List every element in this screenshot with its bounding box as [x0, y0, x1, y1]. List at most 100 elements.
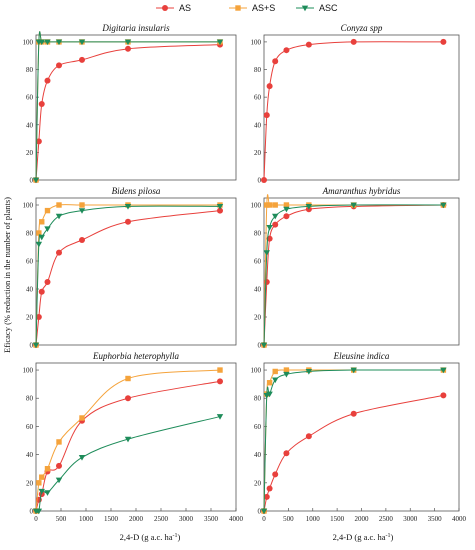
legend-marker-asc	[301, 5, 309, 12]
y-tick-label: 0	[258, 177, 262, 185]
point-as-s	[36, 230, 42, 236]
series-asc	[260, 202, 447, 349]
point-as	[440, 38, 447, 45]
point-asc	[32, 177, 40, 184]
point-asc	[78, 455, 86, 461]
point-asc	[35, 508, 43, 515]
point-asc	[266, 391, 273, 398]
y-tick-label: 80	[26, 395, 34, 403]
point-as-s	[39, 219, 45, 225]
point-asc	[55, 477, 63, 484]
fit-curve-as-s	[263, 194, 444, 346]
series-as	[261, 392, 447, 514]
plot-frame	[35, 197, 237, 346]
x-tick-label: 500	[56, 515, 67, 523]
point-asc	[44, 226, 51, 232]
x-tick-label: 1500	[330, 515, 345, 523]
y-tick-label: 100	[23, 202, 34, 210]
point-as-s	[79, 415, 85, 421]
y-tick-label: 20	[26, 479, 34, 487]
point-asc	[440, 202, 447, 209]
y-tick-label: 80	[254, 230, 262, 238]
panel-1: Digitaria insularis 0 20 40 60 80 100	[23, 23, 237, 185]
point-asc	[55, 213, 63, 220]
series-as-s	[33, 31, 223, 183]
y-tick-label: 60	[26, 423, 34, 431]
point-as	[272, 58, 279, 65]
point-as-s	[79, 202, 85, 208]
y-tick-label: 60	[254, 258, 262, 266]
plot-frame	[263, 34, 460, 181]
point-as-s	[283, 202, 290, 208]
series-as-s	[261, 367, 447, 514]
point-as	[266, 83, 273, 90]
point-as-s	[264, 202, 270, 208]
y-tick-label: 40	[254, 121, 262, 129]
point-as	[35, 314, 42, 320]
point-as	[56, 62, 62, 69]
fit-curve-as	[263, 41, 444, 181]
x-tick-label: 1000	[79, 515, 94, 523]
y-tick-label: 60	[26, 94, 34, 102]
point-as	[305, 41, 312, 48]
y-tick-label: 60	[26, 258, 34, 266]
y-tick-label: 20	[254, 149, 262, 157]
legend: AS AS+S ASC	[156, 3, 338, 13]
fit-curve-asc	[35, 205, 221, 346]
y-tick-label: 100	[251, 367, 262, 375]
fit-curve-as-s	[35, 31, 220, 181]
point-asc	[38, 39, 45, 46]
point-as-s	[266, 202, 273, 208]
point-as	[38, 101, 45, 108]
point-as	[44, 279, 51, 285]
panel-2: Conyza spp 0 20 40 60 80 100	[251, 23, 460, 185]
x-tick-label: 0	[34, 515, 38, 523]
point-asc	[44, 490, 51, 496]
legend-marker-as-s	[235, 5, 241, 11]
point-as	[56, 249, 62, 256]
x-tick-label: 2500	[379, 515, 394, 523]
x-tick-label: 3500	[428, 515, 443, 523]
point-as	[272, 471, 279, 478]
point-asc	[32, 342, 40, 349]
y-tick-label: 20	[26, 149, 34, 157]
point-as	[79, 237, 85, 243]
point-asc	[305, 204, 313, 210]
point-as	[272, 221, 279, 228]
y-tick-label: 100	[251, 202, 262, 210]
point-asc	[272, 377, 279, 384]
x-tick-label: 4000	[229, 515, 244, 523]
y-tick-label: 60	[254, 94, 262, 102]
fit-curve-as-s	[35, 204, 220, 346]
point-as-s	[56, 202, 62, 208]
point-as	[440, 392, 447, 399]
point-asc	[216, 414, 224, 420]
point-as	[263, 112, 270, 119]
y-tick-label: 40	[26, 121, 34, 129]
fit-curve-as	[263, 204, 444, 346]
series-as	[33, 378, 223, 514]
point-asc	[124, 39, 132, 46]
point-as	[283, 47, 290, 54]
point-as-s	[125, 375, 131, 382]
point-asc	[266, 225, 273, 231]
point-as-s	[283, 367, 290, 373]
y-tick-label: 20	[254, 479, 262, 487]
x-tick-label: 3000	[179, 515, 194, 523]
point-as	[263, 493, 270, 500]
y-tick-label: 80	[254, 66, 262, 74]
legend-label-as: AS	[179, 3, 191, 13]
point-asc	[38, 234, 45, 241]
point-asc	[263, 250, 270, 256]
point-asc	[78, 208, 86, 214]
point-as	[305, 433, 312, 440]
point-as	[266, 485, 273, 492]
series-as	[261, 38, 447, 183]
x-tick-label: 1500	[104, 515, 119, 523]
y-tick-label: 40	[26, 286, 34, 294]
y-tick-label: 100	[251, 38, 262, 46]
y-tick-label: 100	[23, 38, 34, 46]
